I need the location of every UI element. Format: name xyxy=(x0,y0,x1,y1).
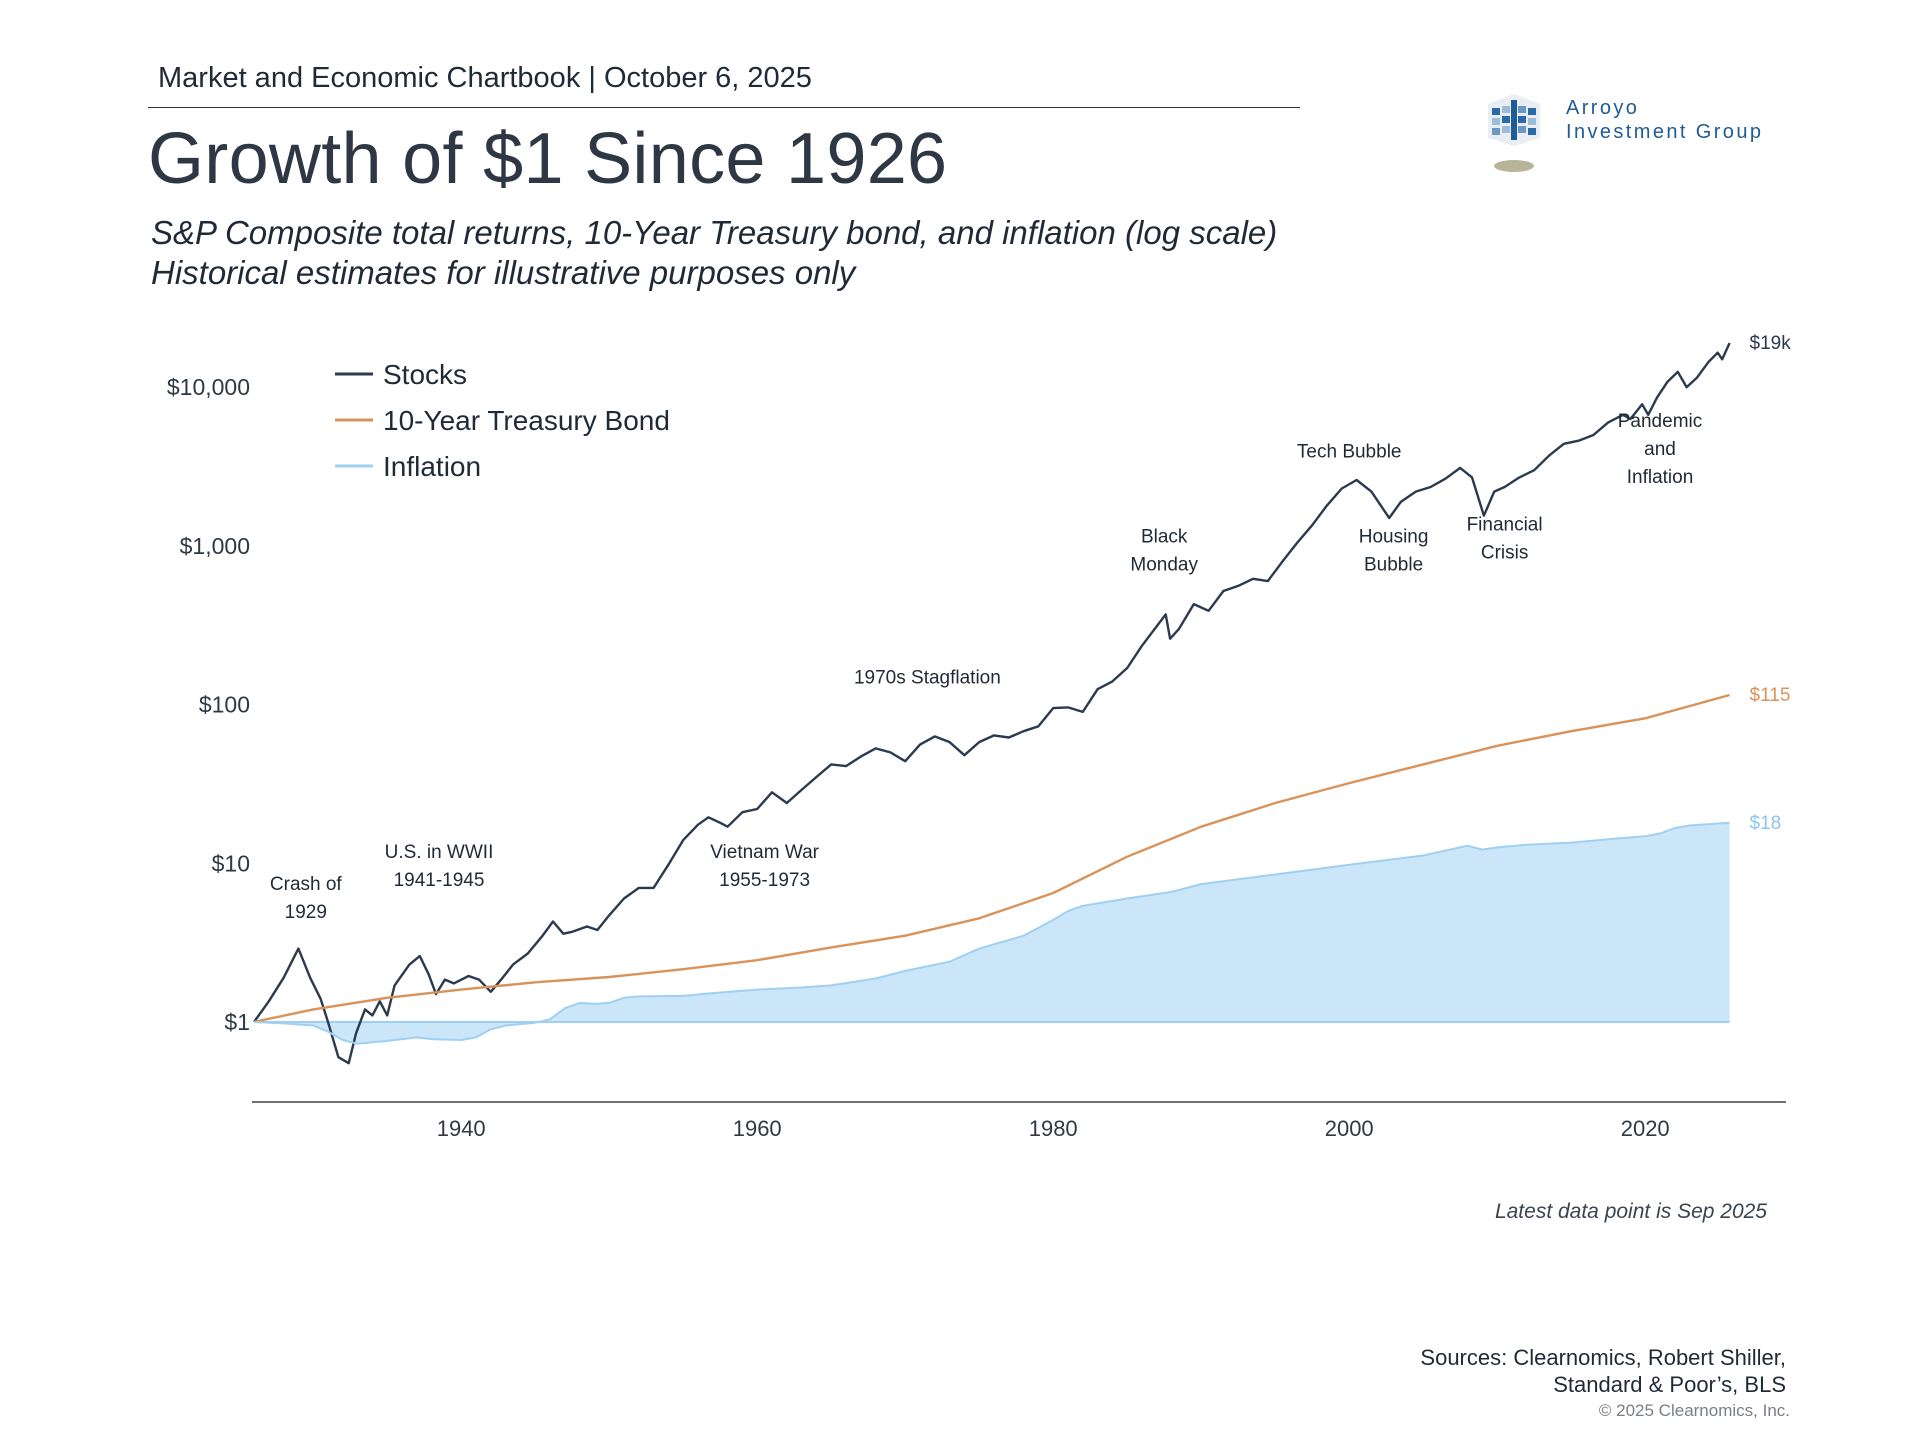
inflation-area xyxy=(254,822,1730,1044)
event-annotation: Monday xyxy=(1130,555,1198,576)
header-divider xyxy=(148,107,1300,108)
event-annotation: 1929 xyxy=(285,902,327,923)
event-annotation: and xyxy=(1644,439,1676,460)
event-annotation: Bubble xyxy=(1364,555,1423,576)
event-annotation: Tech Bubble xyxy=(1297,442,1402,463)
legend-label: Stocks xyxy=(383,359,467,390)
y-tick-label: $10,000 xyxy=(167,374,250,400)
event-annotation: Pandemic xyxy=(1618,411,1703,432)
event-annotation: 1941-1945 xyxy=(394,870,485,891)
subtitle-line-2: Historical estimates for illustrative pu… xyxy=(151,254,856,291)
logo-name-line-1: Arroyo xyxy=(1566,97,1640,119)
x-tick-label: 1940 xyxy=(437,1116,486,1141)
x-tick-label: 2000 xyxy=(1325,1116,1374,1141)
series-line-2 xyxy=(253,821,1730,1045)
latest-data-note: Latest data point is Sep 2025 xyxy=(1494,1200,1767,1223)
series-end-label: $19k xyxy=(1750,333,1792,354)
legend-label: 10-Year Treasury Bond xyxy=(383,405,670,436)
y-tick-label: $1,000 xyxy=(180,533,250,559)
y-tick-label: $1 xyxy=(224,1009,250,1035)
event-annotation: Financial xyxy=(1467,515,1543,536)
series-end-label: $18 xyxy=(1750,813,1782,834)
event-annotation: Vietnam War xyxy=(710,842,819,863)
series-end-label: $115 xyxy=(1750,685,1791,706)
building-grid-logo-icon xyxy=(1488,94,1540,172)
series-line-1 xyxy=(253,693,1730,1024)
legend-label: Inflation xyxy=(383,451,481,482)
event-annotation: Inflation xyxy=(1627,467,1694,488)
x-tick-label: 1960 xyxy=(733,1116,782,1141)
x-tick-label: 2020 xyxy=(1621,1116,1670,1141)
y-tick-label: $100 xyxy=(199,692,250,718)
sources-line-1: Sources: Clearnomics, Robert Shiller, xyxy=(1420,1345,1786,1370)
chartbook-header: Market and Economic Chartbook | October … xyxy=(158,62,812,94)
event-annotation: 1970s Stagflation xyxy=(854,667,1001,688)
subtitle-line-1: S&P Composite total returns, 10-Year Tre… xyxy=(151,214,1278,251)
event-annotation: Black xyxy=(1141,527,1188,548)
sources-line-2: Standard & Poor’s, BLS xyxy=(1553,1372,1786,1397)
page-title: Growth of $1 Since 1926 xyxy=(148,119,948,199)
series-line-0 xyxy=(253,342,1731,1065)
x-tick-label: 1980 xyxy=(1029,1116,1078,1141)
event-annotation: Crisis xyxy=(1481,543,1529,564)
y-tick-label: $10 xyxy=(212,850,250,876)
copyright-notice: © 2025 Clearnomics, Inc. xyxy=(1598,1401,1790,1420)
event-annotation: Housing xyxy=(1359,527,1429,548)
logo-name-line-2: Investment Group xyxy=(1566,121,1764,143)
event-annotation: Crash of xyxy=(270,874,343,895)
event-annotation: U.S. in WWII xyxy=(385,842,494,863)
event-annotation: 1955-1973 xyxy=(719,870,810,891)
